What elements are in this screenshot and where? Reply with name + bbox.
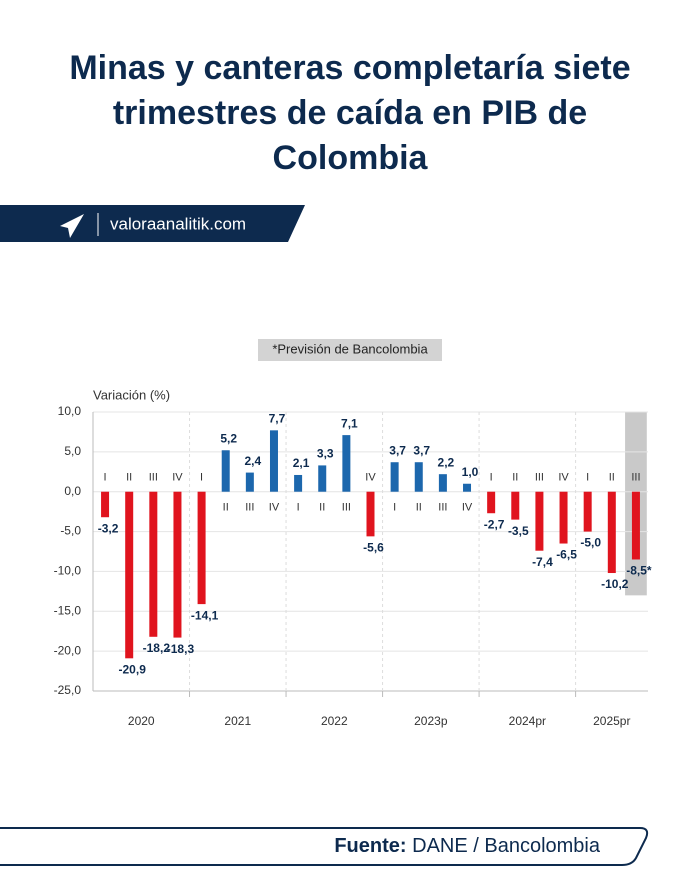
title: Minas y canteras completaría siete trime… (69, 49, 631, 177)
bar (487, 491, 496, 514)
bar (559, 491, 568, 544)
x-tick-label: III (631, 472, 640, 484)
value-label: 7,1 (341, 416, 358, 430)
bar (149, 491, 158, 637)
x-tick-label: IV (558, 472, 569, 484)
bar (583, 491, 592, 532)
value-label: -10,2 (601, 577, 629, 591)
x-tick-label: III (535, 472, 544, 484)
value-label: -3,2 (98, 521, 119, 535)
x-tick-label: II (609, 472, 615, 484)
value-label: 3,3 (317, 447, 334, 461)
x-group-label: 2022 (321, 714, 348, 728)
x-tick-label: IV (172, 472, 183, 484)
value-label: 1,0 (462, 465, 479, 479)
bar (535, 491, 544, 551)
bar (366, 491, 375, 537)
bar (197, 491, 206, 605)
bar (438, 474, 447, 492)
x-tick-label: I (586, 472, 589, 484)
x-tick-label: IV (269, 502, 280, 514)
source-text: DANE / Bancolombia (412, 835, 601, 857)
y-tick-label: 0,0 (64, 484, 81, 498)
source: Fuente: DANE / Bancolombia (334, 835, 601, 857)
y-tick-label: 5,0 (64, 444, 81, 458)
x-tick-label: II (223, 502, 229, 514)
value-label: -2,7 (484, 517, 505, 531)
value-label: -18,3 (167, 642, 195, 656)
bar (294, 474, 303, 492)
value-label: 3,7 (413, 443, 430, 457)
annotation: *Previsión de Bancolombia (272, 341, 428, 356)
x-tick-label: I (297, 502, 300, 514)
brand: valoraanalitik.com (110, 214, 246, 233)
value-label: 3,7 (389, 443, 406, 457)
y-tick-label: -15,0 (54, 603, 82, 617)
y-axis-label: Variación (%) (93, 387, 170, 402)
x-tick-label: I (104, 472, 107, 484)
value-label: 5,2 (220, 431, 237, 445)
bar (390, 462, 399, 492)
value-label: -18,2 (143, 641, 171, 655)
bar (125, 491, 134, 659)
y-tick-label: -20,0 (54, 643, 82, 657)
bar (173, 491, 182, 638)
value-label: 2,4 (245, 454, 262, 468)
bar (607, 491, 616, 574)
value-label: -6,5 (556, 548, 577, 562)
x-tick-label: II (126, 472, 132, 484)
annotation-box (258, 339, 442, 361)
bar (463, 483, 472, 492)
x-group-label: 2020 (128, 714, 155, 728)
x-group-label: 2023p (414, 714, 448, 728)
x-tick-label: II (416, 502, 422, 514)
bar (221, 450, 230, 492)
x-tick-label: III (438, 502, 447, 514)
bar (245, 472, 254, 492)
footer-frame (0, 827, 649, 866)
x-tick-label: I (490, 472, 493, 484)
x-group-label: 2021 (224, 714, 251, 728)
x-tick-label: IV (365, 472, 376, 484)
x-group-label: 2025pr (593, 714, 630, 728)
y-tick-label: 10,0 (58, 404, 82, 418)
x-tick-label: II (319, 502, 325, 514)
brand-logo (60, 214, 84, 238)
bar (318, 465, 327, 492)
bar (631, 491, 640, 560)
bar (511, 491, 520, 520)
value-label: -20,9 (119, 662, 147, 676)
x-tick-label: III (342, 502, 351, 514)
value-label: -3,5 (508, 524, 529, 538)
x-tick-label: IV (462, 502, 473, 514)
x-tick-label: III (245, 502, 254, 514)
y-tick-label: -25,0 (54, 683, 82, 697)
bar (414, 462, 423, 492)
value-label: 2,2 (438, 455, 455, 469)
value-label: -5,0 (580, 536, 601, 550)
brand-bar (0, 205, 305, 242)
bar (101, 491, 110, 518)
value-label: 7,7 (269, 412, 286, 426)
x-tick-label: I (200, 472, 203, 484)
bar (269, 430, 278, 492)
value-label: -5,6 (363, 541, 384, 555)
x-tick-label: I (393, 502, 396, 514)
x-tick-label: II (512, 472, 518, 484)
value-label: 2,1 (293, 456, 310, 470)
value-label: -7,4 (532, 555, 553, 569)
value-label: -8,5* (626, 564, 652, 578)
x-group-label: 2024pr (509, 714, 546, 728)
source-label: Fuente: (334, 835, 406, 857)
y-tick-label: -5,0 (60, 524, 81, 538)
x-tick-label: III (149, 472, 158, 484)
bar (342, 435, 351, 492)
y-tick-label: -10,0 (54, 564, 82, 578)
value-label: -14,1 (191, 608, 219, 622)
